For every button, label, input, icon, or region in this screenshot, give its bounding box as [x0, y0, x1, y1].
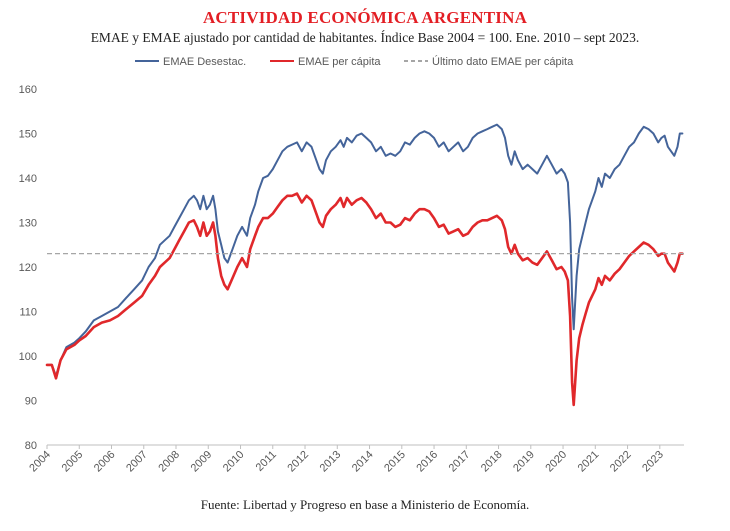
y-tick-label: 130: [19, 218, 37, 230]
x-tick-label: 2021: [576, 449, 602, 475]
chart-title: ACTIVIDAD ECONÓMICA ARGENTINA: [202, 8, 528, 27]
chart-legend: EMAE Desestac. EMAE per cápita Último dato…: [135, 55, 574, 68]
x-tick-label: 2004: [27, 449, 53, 475]
x-tick-label: 2006: [92, 449, 118, 475]
x-tick-label: 2012: [285, 449, 311, 475]
x-tick-label: 2017: [447, 449, 473, 475]
chart-subtitle: EMAE y EMAE ajustado por cantidad de hab…: [90, 30, 640, 45]
x-tick-label: 2008: [156, 449, 182, 475]
x-tick-label: 2015: [382, 449, 408, 475]
y-tick-label: 100: [19, 351, 37, 363]
legend-label: EMAE Desestac.: [163, 56, 246, 68]
x-tick-label: 2005: [60, 449, 86, 475]
series-line-emae-per-capita: [45, 192, 684, 407]
x-tick-label: 2013: [318, 449, 344, 475]
x-tick-label: 2011: [254, 449, 279, 474]
y-tick-label: 120: [19, 262, 37, 274]
source-footer: Fuente: Libertad y Progreso en base a Mi…: [200, 497, 530, 512]
legend-label: EMAE per cápita: [298, 56, 381, 68]
y-tick-label: 160: [19, 84, 37, 96]
x-tick-label: 2020: [543, 449, 569, 475]
x-tick-label: 2022: [608, 449, 634, 475]
x-tick-label: 2016: [414, 449, 440, 475]
x-tick-label: 2014: [350, 449, 376, 475]
x-tick-label: 2019: [511, 449, 537, 475]
x-tick-label: 2010: [221, 449, 247, 475]
y-tick-label: 90: [25, 396, 37, 408]
x-tick-label: 2023: [640, 449, 666, 475]
x-tick-label: 2007: [124, 449, 150, 475]
legend-label: Último dato EMAE per cápita: [432, 55, 574, 68]
series-line-emae: [46, 123, 684, 377]
y-tick-label: 150: [19, 129, 37, 141]
x-tick-label: 2018: [479, 449, 505, 475]
y-tick-label: 140: [19, 173, 37, 185]
x-tick-label: 2009: [189, 449, 215, 475]
y-tick-label: 80: [25, 440, 37, 452]
plot-area: [45, 123, 684, 407]
y-tick-label: 110: [19, 307, 37, 319]
y-axis: 80 90 100 110 120 130 140 150 160: [19, 84, 37, 452]
x-axis: 2004 2005 2006 2007 2008 2009 2010 2011 2012 2013…: [27, 444, 684, 475]
